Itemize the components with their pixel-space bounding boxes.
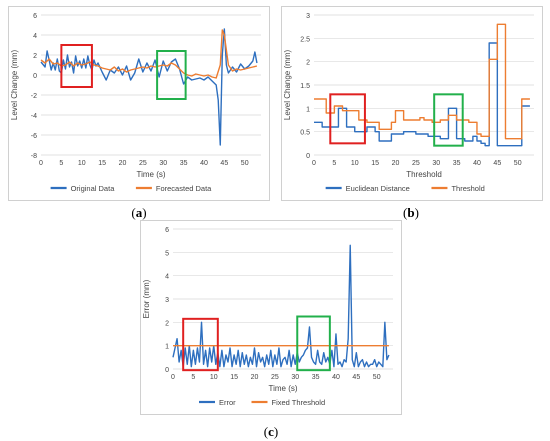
- x-axis-label: Threshold: [406, 170, 442, 179]
- panel-label-a: (a): [131, 205, 147, 220]
- x-tick-label: 20: [251, 374, 259, 381]
- legend-label: Euclidean Distance: [346, 184, 410, 193]
- x-tick-label: 10: [210, 374, 218, 381]
- x-tick-label: 40: [332, 374, 340, 381]
- y-tick-label: 2: [165, 320, 169, 327]
- x-tick-label: 5: [332, 160, 336, 167]
- x-tick-label: 0: [39, 160, 43, 167]
- panel-label-b: (b): [403, 205, 419, 220]
- chart-svg-a: -8 -6 -4 -2 0 2 4 6 0 5 10 15 20 25 30 35 40 45 50 Time (s)…: [10, 13, 261, 193]
- x-tick-label: 5: [59, 160, 63, 167]
- x-tick-label: 25: [139, 160, 147, 167]
- y-tick-label: -4: [31, 113, 37, 120]
- x-tick-label: 25: [412, 160, 420, 167]
- highlight-box: [329, 93, 366, 145]
- y-tick-label: 4: [165, 274, 169, 281]
- legend-label: Threshold: [451, 184, 484, 193]
- x-tick-label: 20: [392, 160, 400, 167]
- x-tick-label: 45: [352, 374, 360, 381]
- highlight-box: [60, 44, 93, 88]
- x-tick-label: 25: [271, 374, 279, 381]
- x-tick-label: 50: [514, 160, 522, 167]
- series-line-euclidean-distance: [314, 42, 530, 147]
- y-tick-label: 3: [165, 297, 169, 304]
- y-tick-label: 3: [306, 13, 310, 20]
- y-axis-label: Level Change (mm): [10, 50, 19, 121]
- x-axis-label: Time (s): [136, 170, 165, 179]
- y-tick-label: 0: [306, 153, 310, 160]
- x-tick-label: 15: [98, 160, 106, 167]
- y-tick-label: 6: [33, 13, 37, 20]
- y-tick-label: 1: [306, 106, 310, 113]
- x-tick-label: 35: [453, 160, 461, 167]
- y-tick-label: 0.5: [300, 130, 310, 137]
- x-tick-label: 50: [373, 374, 381, 381]
- x-tick-label: 40: [473, 160, 481, 167]
- highlight-box: [182, 317, 219, 372]
- x-tick-label: 45: [493, 160, 501, 167]
- x-tick-label: 10: [351, 160, 359, 167]
- series-line-forecasted-data: [40, 29, 258, 79]
- series-line-error: [172, 244, 390, 368]
- y-tick-label: 2.5: [300, 36, 310, 43]
- x-axis-label: Time (s): [268, 384, 297, 393]
- x-tick-label: 15: [230, 374, 238, 381]
- x-tick-label: 30: [291, 374, 299, 381]
- x-tick-label: 30: [159, 160, 167, 167]
- highlight-box: [296, 315, 331, 372]
- y-tick-label: 0: [165, 367, 169, 374]
- y-tick-label: 0: [33, 73, 37, 80]
- y-tick-label: 5: [165, 250, 169, 257]
- y-tick-label: -8: [31, 153, 37, 160]
- y-tick-label: 1.5: [300, 83, 310, 90]
- x-tick-label: 45: [220, 160, 228, 167]
- y-tick-label: 6: [165, 227, 169, 234]
- highlight-box: [156, 50, 187, 100]
- chart-panel-a: -8 -6 -4 -2 0 2 4 6 0 5 10 15 20 25 30 35 40 45 50 Time (s)…: [8, 6, 270, 201]
- x-tick-label: 5: [191, 374, 195, 381]
- chart-panel-c: 0 1 2 3 4 5 6 0 5 10 15 20 25 30 35 40 45 50 Time (s) Error…: [140, 220, 402, 415]
- chart-svg-b: 00.511.522.530 5 10 15 20 25 30 35 40 45 50Thresho…: [283, 13, 534, 193]
- series-line-threshold: [314, 23, 530, 140]
- x-tick-label: 15: [371, 160, 379, 167]
- x-tick-label: 0: [312, 160, 316, 167]
- legend-label: Fixed Threshold: [272, 398, 326, 407]
- legend-label: Forecasted Data: [156, 184, 212, 193]
- x-tick-label: 30: [432, 160, 440, 167]
- x-tick-label: 20: [119, 160, 127, 167]
- x-tick-label: 40: [200, 160, 208, 167]
- chart-panel-b: 0 0.5 1 1.5 2 2.5 3 0 5 10 15 20 25 30 35 40 45 50 Thresho…: [281, 6, 543, 201]
- y-tick-label: 1: [165, 344, 169, 351]
- series-line-original-data: [40, 28, 258, 146]
- highlight-box: [433, 93, 464, 147]
- y-tick-label: -2: [31, 93, 37, 100]
- x-tick-label: 35: [312, 374, 320, 381]
- x-tick-label: 10: [78, 160, 86, 167]
- legend-label: Original Data: [71, 184, 116, 193]
- y-tick-label: 2: [33, 53, 37, 60]
- x-tick-label: 50: [241, 160, 249, 167]
- panel-label-c: (c): [263, 424, 279, 439]
- y-tick-label: 4: [33, 33, 37, 40]
- y-tick-label: 2: [306, 60, 310, 67]
- x-tick-label: 35: [180, 160, 188, 167]
- y-axis-label: Error (mm): [142, 279, 151, 318]
- y-axis-label: Level Change (mm): [283, 50, 292, 121]
- legend-label: Error: [219, 398, 236, 407]
- x-tick-label: 0: [171, 374, 175, 381]
- y-tick-label: -6: [31, 133, 37, 140]
